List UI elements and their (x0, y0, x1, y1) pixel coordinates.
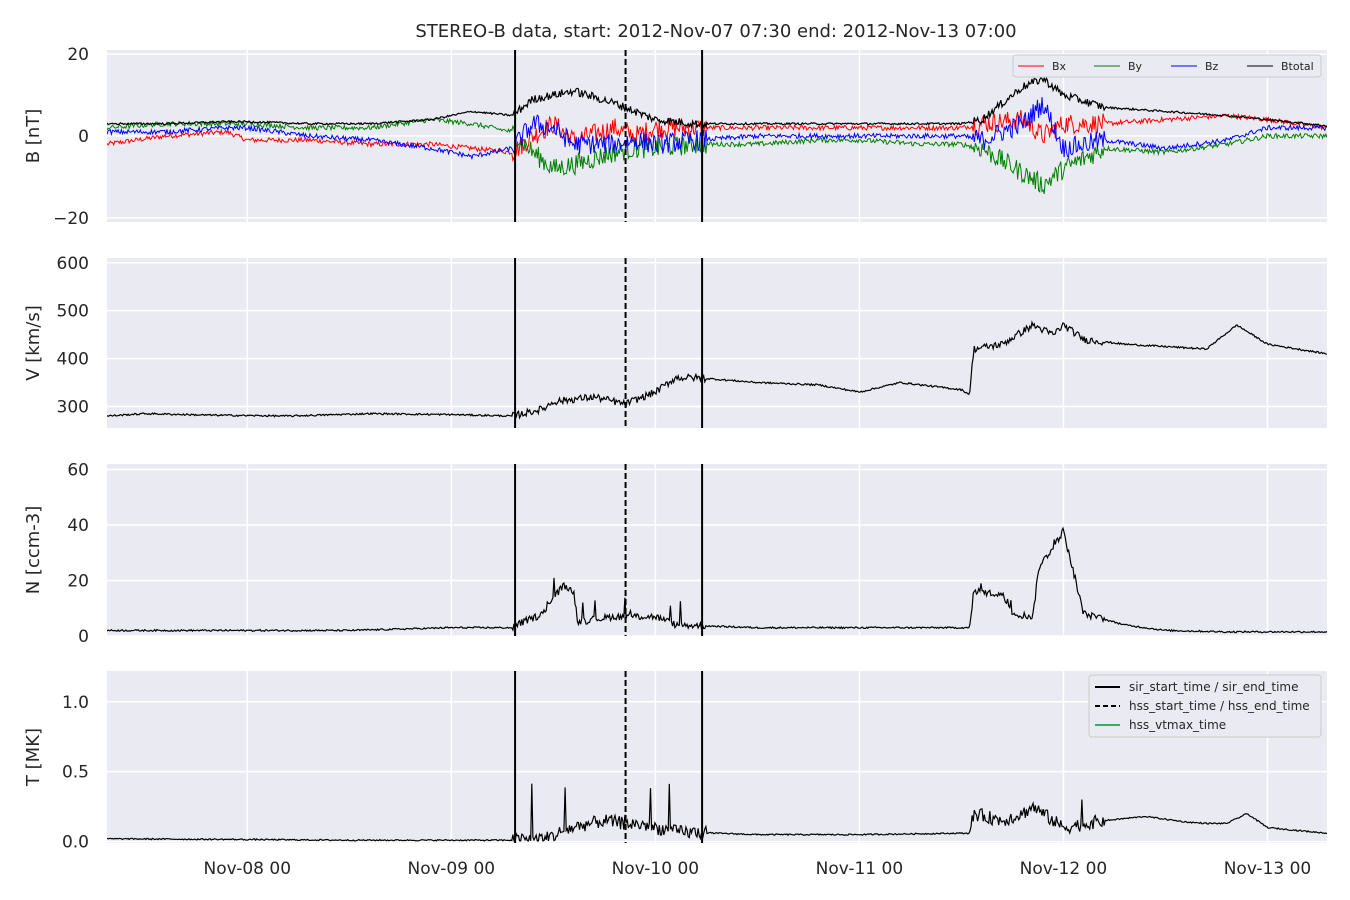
legend-label: hss_vtmax_time (1129, 718, 1226, 732)
series-line-v (107, 320, 1327, 420)
panel-B: −20 0 20 B [nT] Bx By Bz Btotal (23, 45, 1327, 229)
legend-b: Bx By Bz Btotal (1012, 54, 1322, 78)
series-group-B (107, 76, 1327, 195)
y-tick-label-B: 0 (78, 127, 89, 147)
y-axis-label-N: N [ccm-3] (23, 506, 44, 595)
series-line-btotal (107, 76, 1327, 130)
y-tick-label-T: 0.5 (62, 763, 89, 783)
series-group-N (107, 526, 1327, 634)
panel-N: 0 20 40 60 N [ccm-3] (23, 461, 1327, 647)
legend-box (1012, 54, 1322, 78)
y-tick-label-N: 0 (78, 627, 89, 647)
series-group-V (107, 320, 1327, 420)
y-axis-label-T: T [MK] (23, 728, 44, 787)
legend-label-btotal: Btotal (1281, 60, 1314, 73)
y-tick-label-B: 20 (67, 45, 89, 65)
y-tick-label-V: 400 (57, 350, 89, 370)
x-tick-label: Nov-08 00 (204, 859, 292, 879)
y-tick-label-B: −20 (53, 209, 89, 229)
series-line-bx (107, 109, 1327, 163)
y-tick-label-V: 600 (57, 254, 89, 274)
legend-label: sir_start_time / sir_end_time (1129, 680, 1299, 694)
y-tick-label-T: 0.0 (62, 833, 89, 853)
chart-title: STEREO-B data, start: 2012-Nov-07 07:30 … (415, 21, 1016, 42)
y-axis-label-B: B [nT] (23, 109, 44, 164)
series-line-by (107, 117, 1327, 195)
x-tick-label: Nov-09 00 (408, 859, 496, 879)
y-tick-label-N: 60 (67, 461, 89, 481)
legend-label: hss_start_time / hss_end_time (1129, 699, 1310, 713)
x-tick-label: Nov-10 00 (612, 859, 700, 879)
x-axis-tick-labels: Nov-08 00 Nov-09 00 Nov-10 00 Nov-11 00 Nov-… (204, 859, 1312, 879)
y-tick-label-N: 20 (67, 572, 89, 592)
legend-label-bz: Bz (1205, 60, 1219, 73)
legend-events: sir_start_time / sir_end_time hss_start_t… (1088, 674, 1322, 738)
y-axis-label-V: V [km/s] (23, 305, 44, 380)
series-line-bz (107, 97, 1327, 161)
y-tick-label-V: 500 (57, 302, 89, 322)
series-line-n (107, 526, 1327, 634)
legend-label-by: By (1128, 60, 1143, 73)
panel-T: 0.0 0.5 1.0 T [MK] sir_start_time / sir_end_… (23, 671, 1327, 853)
y-tick-label-N: 40 (67, 516, 89, 536)
legend-box (1088, 674, 1322, 738)
y-tick-label-T: 1.0 (62, 693, 89, 713)
series-group-T (107, 783, 1327, 842)
plot-area-V (107, 258, 1327, 428)
plot-area-N (107, 464, 1327, 636)
series-line-t (107, 783, 1327, 842)
panel-V: 300 400 500 600 V [km/s] (23, 254, 1327, 428)
y-tick-label-V: 300 (57, 397, 89, 417)
legend-label-bx: Bx (1052, 60, 1067, 73)
x-tick-label: Nov-11 00 (816, 859, 904, 879)
x-tick-label: Nov-13 00 (1224, 859, 1312, 879)
x-tick-label: Nov-12 00 (1020, 859, 1108, 879)
